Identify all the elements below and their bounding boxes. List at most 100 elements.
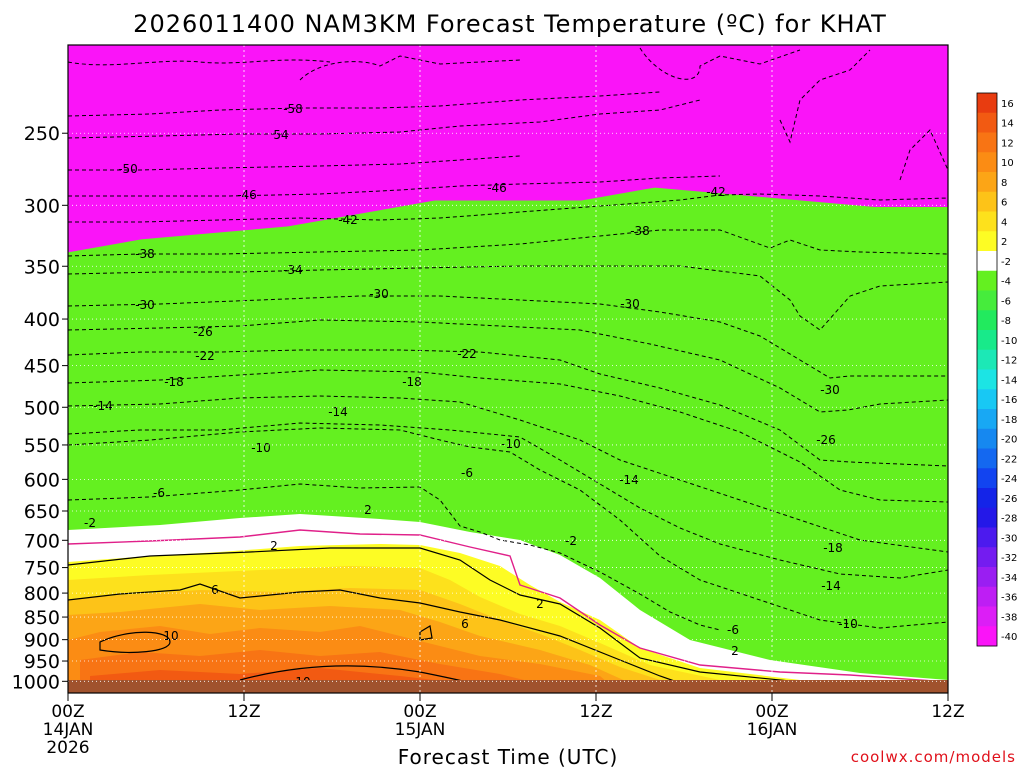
isotherm-label: -38 — [135, 247, 155, 261]
isotherm-label: 2 — [270, 539, 278, 553]
freezing-line-contour — [68, 529, 948, 683]
colorbar-label: 2 — [1001, 237, 1007, 248]
colorbar-label: 8 — [1001, 178, 1007, 189]
colorbar-label: -2 — [1001, 257, 1011, 268]
isotherm-label: -6 — [461, 466, 473, 480]
colorbar-swatch — [977, 231, 997, 252]
pressure-axis: 2503003504004505005506006507007508008509… — [12, 123, 68, 693]
colorbar-swatch — [977, 132, 997, 153]
isotherm-minus-46 — [68, 175, 721, 197]
isotherm-10-left — [99, 631, 171, 653]
pressure-tick-label: 800 — [24, 583, 60, 605]
pressure-tick-label: 750 — [24, 558, 60, 580]
isotherm-upper-3 — [639, 47, 801, 80]
pressure-tick-label: 600 — [24, 469, 60, 491]
isotherm-label: -18 — [164, 375, 184, 389]
isotherm-label: -2 — [84, 516, 96, 530]
isotherm-label: -18 — [402, 375, 422, 389]
isotherm-label: -30 — [369, 287, 389, 301]
colorbar-swatch — [977, 448, 997, 469]
credit-text: coolwx.com/models — [851, 748, 1016, 766]
isotherm-label: -38 — [630, 224, 650, 238]
isotherm-6 — [68, 583, 701, 691]
pressure-tick-label: 900 — [24, 630, 60, 652]
colorbar-swatch — [977, 290, 997, 311]
isotherm-label: 2 — [731, 644, 739, 658]
isotherm-label: -42 — [338, 213, 358, 227]
colorbar-swatch — [977, 527, 997, 548]
colorbar-swatch — [977, 567, 997, 588]
colorbar-swatch — [977, 626, 997, 647]
isotherm-label: 2 — [536, 597, 544, 611]
colorbar-label: 6 — [1001, 198, 1007, 209]
isotherm-label: -58 — [283, 102, 303, 116]
isotherm-label: -30 — [620, 297, 640, 311]
colorbar-label: -4 — [1001, 277, 1011, 288]
chart-title: 2026011400 NAM3KM Forecast Temperature (… — [133, 10, 887, 38]
pressure-tick-label: 1000 — [12, 671, 60, 693]
colorbar-label: -8 — [1001, 316, 1011, 327]
colorbar-label: 16 — [1001, 99, 1014, 110]
colorbar-swatch — [977, 488, 997, 509]
colorbar-label: -18 — [1001, 415, 1017, 426]
pressure-tick-label: 250 — [24, 123, 60, 145]
isotherm-label: 10 — [163, 629, 178, 643]
temperature-colorbar: 16 14 12 10 8 6 4 2 -2 -4 -6 -8 -10 -12 -14 -16 -18 -20 -2… — [976, 92, 1017, 647]
isotherm-minus-42 — [68, 193, 948, 223]
colorbar-label: -34 — [1001, 573, 1017, 584]
isotherm-label: -26 — [816, 433, 836, 447]
isotherm-minus-18 — [68, 369, 948, 503]
pressure-tick-label: 650 — [24, 501, 60, 523]
isotherm-label: 2 — [364, 503, 372, 517]
isotherm-10-small — [419, 625, 433, 641]
colorbar-label: -20 — [1001, 435, 1017, 446]
isotherm-label: -22 — [457, 347, 477, 361]
pressure-tick-label: 300 — [24, 195, 60, 217]
isotherm-label: -26 — [193, 325, 213, 339]
colorbar-swatch — [977, 349, 997, 370]
colorbar-label: -16 — [1001, 395, 1017, 406]
pressure-tick-label: 550 — [24, 435, 60, 457]
isotherm-minus-10 — [68, 422, 948, 579]
isotherm-label: -34 — [283, 263, 303, 277]
colorbar-label: -12 — [1001, 356, 1017, 367]
colorbar-label: -40 — [1001, 632, 1017, 643]
colorbar-swatch — [977, 409, 997, 430]
isotherm-2 — [68, 547, 948, 691]
pressure-tick-label: 450 — [24, 356, 60, 378]
time-tick-label: 12Z — [227, 702, 260, 722]
plot-border — [67, 44, 949, 694]
isotherm-label: -50 — [118, 162, 138, 176]
x-axis-label: Forecast Time (UTC) — [398, 745, 619, 768]
isotherm-minus-30 — [68, 295, 948, 379]
colorbar-swatch — [977, 310, 997, 331]
colorbar-label: 4 — [1001, 217, 1007, 228]
isotherm-label: -14 — [821, 579, 841, 593]
colorbar-swatch — [977, 428, 997, 449]
colorbar-swatch — [977, 152, 997, 173]
pressure-tick-label: 500 — [24, 397, 60, 419]
colorbar-label: -32 — [1001, 553, 1017, 564]
isotherm-label: -10 — [838, 617, 858, 631]
isotherm-minus-2 — [68, 483, 721, 631]
isotherm-upper-5 — [899, 129, 948, 181]
pressure-tick-label: 350 — [24, 256, 60, 278]
isotherm-label: -22 — [195, 349, 215, 363]
isotherm-label: -46 — [237, 188, 257, 202]
isotherm-label: 6 — [211, 583, 219, 597]
isotherm-label: -10 — [501, 437, 521, 451]
colorbar-label: -24 — [1001, 474, 1017, 485]
time-tick-label: 2026 — [46, 738, 89, 758]
isotherm-minus-22 — [68, 349, 948, 467]
isotherm-label: -10 — [251, 441, 271, 455]
pressure-tick-label: 950 — [24, 651, 60, 673]
colorbar-swatch — [977, 211, 997, 232]
isotherm-minus-6 — [68, 427, 948, 629]
isotherm-minus-50 — [68, 155, 521, 171]
colorbar-label: 10 — [1001, 158, 1014, 169]
colorbar-label: -6 — [1001, 296, 1011, 307]
isotherm-label: -2 — [565, 534, 577, 548]
colorbar-swatch — [977, 330, 997, 351]
colorbar-swatch — [977, 172, 997, 193]
colorbar-swatch — [977, 468, 997, 489]
